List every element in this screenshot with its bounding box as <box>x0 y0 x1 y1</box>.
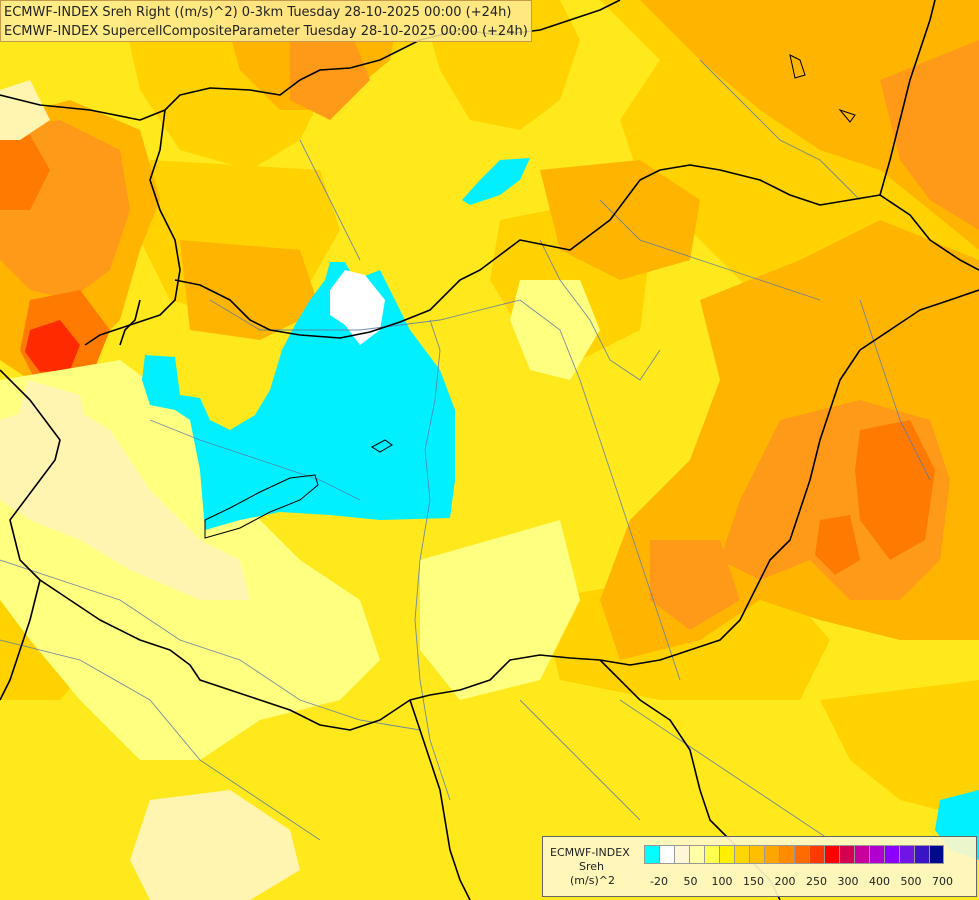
legend-tick-label: 700 <box>932 875 953 888</box>
legend-swatch <box>854 845 869 864</box>
legend-swatch <box>734 845 749 864</box>
legend-swatch <box>824 845 839 864</box>
legend-tick-label: 400 <box>869 875 890 888</box>
legend-swatch <box>749 845 764 864</box>
legend-swatches <box>644 845 944 864</box>
legend-title: ECMWF-INDEX <box>550 846 630 859</box>
legend-tick-label: 150 <box>743 875 764 888</box>
lakes <box>204 54 856 539</box>
title-line-2: ECMWF-INDEX SupercellCompositeParameter … <box>4 24 528 39</box>
legend-unit: (m/s)^2 <box>570 874 615 887</box>
legend-tick-label: 50 <box>683 875 698 888</box>
legend-swatch <box>659 845 674 864</box>
legend-swatch <box>704 845 719 864</box>
legend-swatch <box>674 845 689 864</box>
title-line-1: ECMWF-INDEX Sreh Right ((m/s)^2) 0-3km T… <box>4 5 512 20</box>
legend-tick-label: 300 <box>837 875 859 888</box>
legend-swatch <box>929 845 944 864</box>
legend-swatch <box>914 845 929 864</box>
legend-variable: Sreh <box>579 860 605 873</box>
legend-tick-label: 200 <box>774 875 796 888</box>
legend-swatch <box>869 845 884 864</box>
legend-tick-label: 500 <box>900 875 922 888</box>
legend-swatch <box>764 845 779 864</box>
legend-swatch <box>809 845 824 864</box>
legend-swatch <box>689 845 704 864</box>
legend-tick-label: 250 <box>806 875 827 888</box>
legend-swatch <box>644 845 659 864</box>
legend-swatch <box>899 845 914 864</box>
rivers <box>0 59 931 861</box>
legend-swatch <box>839 845 854 864</box>
legend-swatch <box>719 845 734 864</box>
color-legend: ECMWF-INDEX Sreh (m/s)^2 -20 50 100 150 200 2… <box>542 836 977 897</box>
legend-swatch <box>779 845 794 864</box>
legend-swatch <box>884 845 899 864</box>
legend-swatch <box>794 845 809 864</box>
legend-tick-label: 100 <box>711 875 733 888</box>
legend-tick-label: -20 <box>650 875 668 888</box>
map-title-box: ECMWF-INDEX Sreh Right ((m/s)^2) 0-3km T… <box>0 0 532 42</box>
